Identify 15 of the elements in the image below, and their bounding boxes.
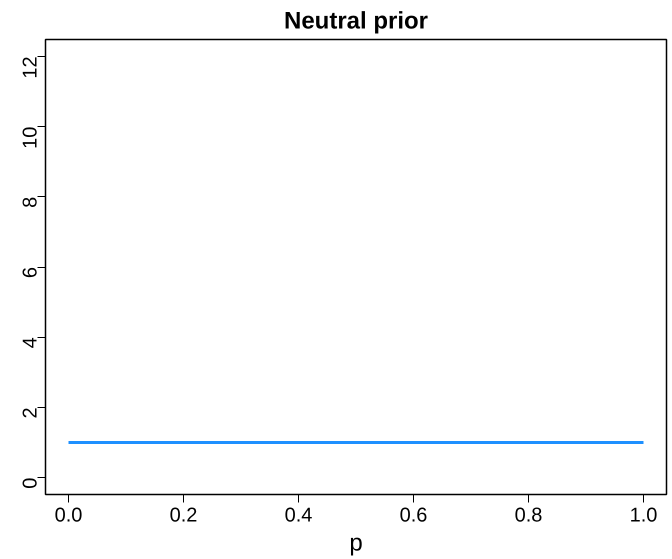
- x-axis-title: p: [349, 530, 363, 556]
- y-tick-label: 0: [20, 478, 42, 489]
- x-tick-label: 0.4: [284, 504, 312, 526]
- y-tick-label: 12: [20, 56, 42, 79]
- y-tick-label: 4: [20, 337, 42, 348]
- y-tick-label: 2: [20, 407, 42, 419]
- x-tick-label: 0.8: [514, 504, 542, 526]
- x-tick-label: 0.2: [170, 504, 198, 526]
- x-tick-label: 0.0: [54, 504, 82, 526]
- x-tick-label: 0.6: [400, 504, 428, 526]
- x-tick-label: 1.0: [630, 504, 658, 526]
- chart-title: Neutral prior: [284, 8, 428, 34]
- y-tick-label: 8: [20, 196, 42, 208]
- y-tick-label: 6: [20, 267, 42, 278]
- y-tick-label: 10: [20, 126, 42, 149]
